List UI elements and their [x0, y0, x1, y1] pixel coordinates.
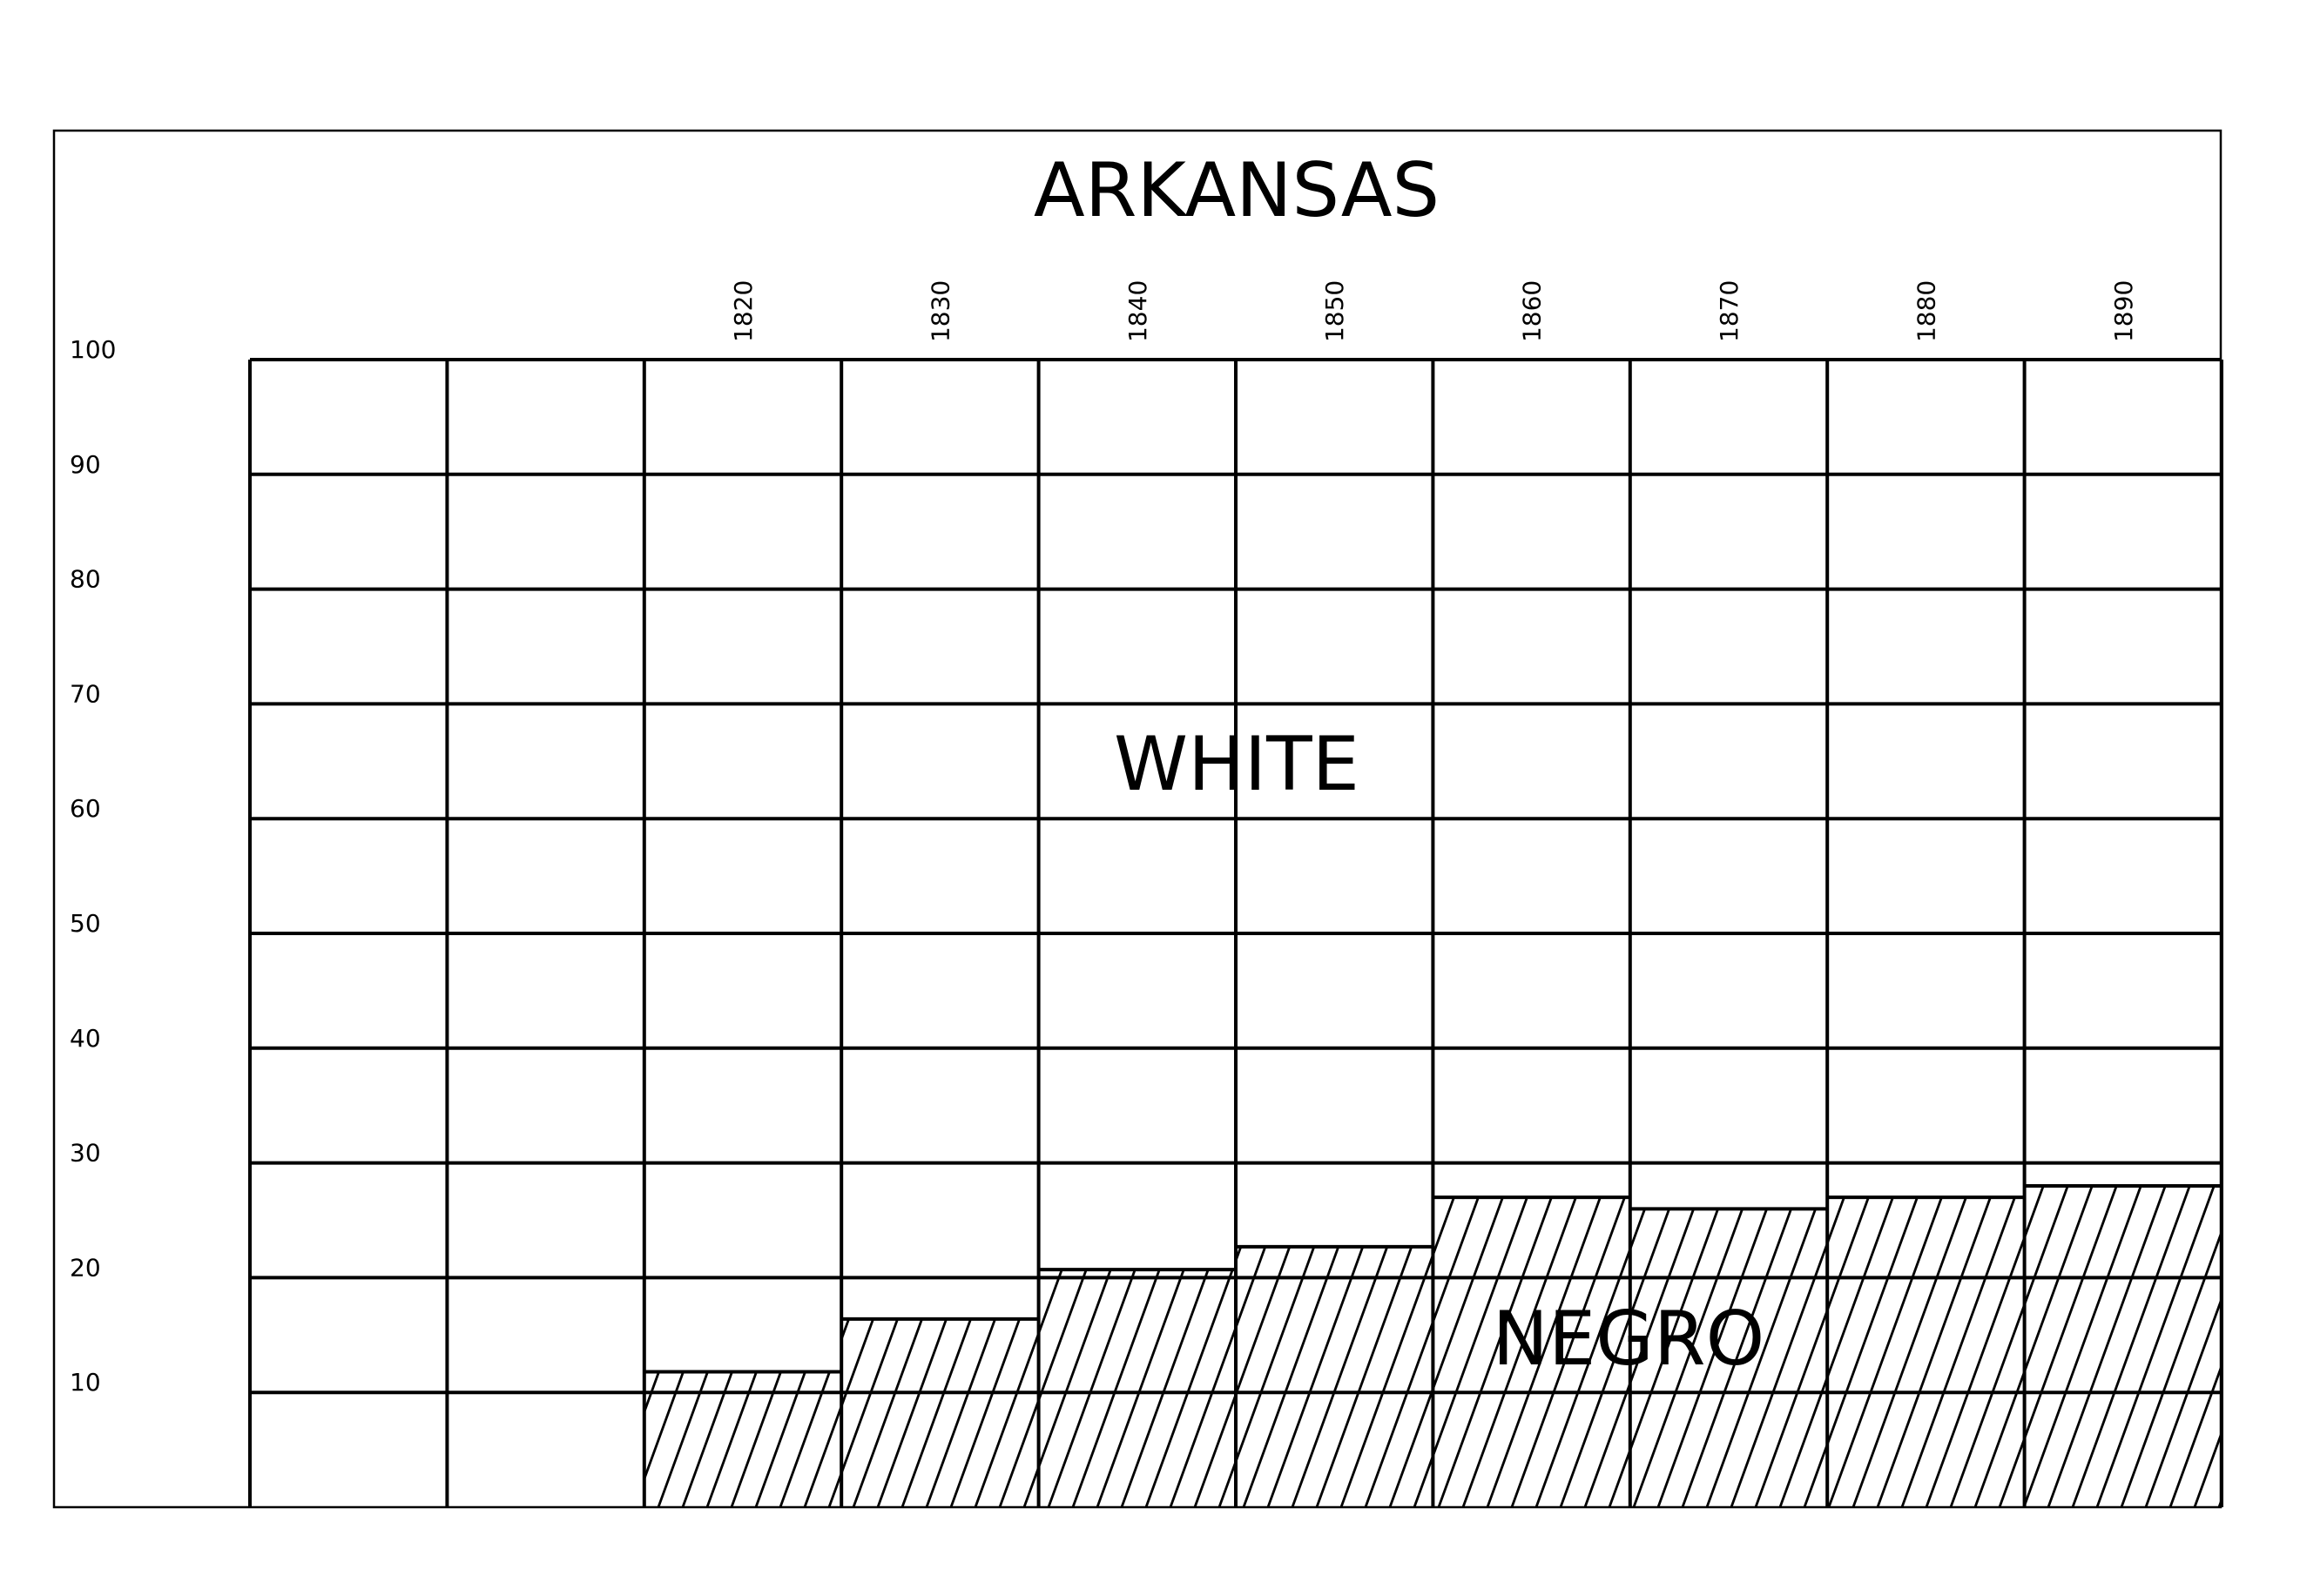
ticks-layer: 100 90 80 70 60 50 40 30 20 10 1820 1830 1840 1850 186…	[70, 280, 2138, 1397]
y-tick-label-30: 30	[70, 1139, 101, 1168]
x-tick-label-1850: 1850	[1320, 280, 1349, 342]
grid-layer	[248, 358, 2223, 1507]
y-tick-label-100: 100	[70, 335, 116, 364]
y-tick-label-70: 70	[70, 679, 101, 708]
bar-1860	[1433, 1197, 1629, 1507]
bar-1870	[1630, 1209, 1827, 1507]
y-tick-label-10: 10	[70, 1368, 101, 1397]
y-tick-label-60: 60	[70, 794, 101, 823]
x-tick-label-1830: 1830	[926, 280, 954, 342]
bar-1890	[2025, 1185, 2221, 1507]
x-tick-label-1890: 1890	[2109, 280, 2138, 342]
region-label-negro: NEGRO	[1493, 1296, 1765, 1383]
x-tick-label-1840: 1840	[1123, 280, 1152, 342]
y-tick-label-50: 50	[70, 909, 101, 938]
y-tick-label-20: 20	[70, 1253, 101, 1282]
x-tick-label-1820: 1820	[729, 280, 758, 342]
x-tick-label-1860: 1860	[1518, 280, 1547, 342]
bar-1820	[644, 1371, 841, 1507]
y-tick-label-80: 80	[70, 565, 101, 594]
y-tick-label-90: 90	[70, 450, 101, 479]
y-tick-label-40: 40	[70, 1024, 101, 1053]
x-tick-label-1880: 1880	[1912, 280, 1940, 342]
bar-1830	[842, 1318, 1038, 1507]
x-tick-label-1870: 1870	[1715, 280, 1744, 342]
bars-layer	[644, 1183, 2222, 1507]
bar-1840	[1039, 1269, 1235, 1507]
bar-1880	[1828, 1197, 2024, 1507]
chart-title: ARKANSAS	[1034, 147, 1440, 234]
bar-1850	[1237, 1246, 1433, 1507]
